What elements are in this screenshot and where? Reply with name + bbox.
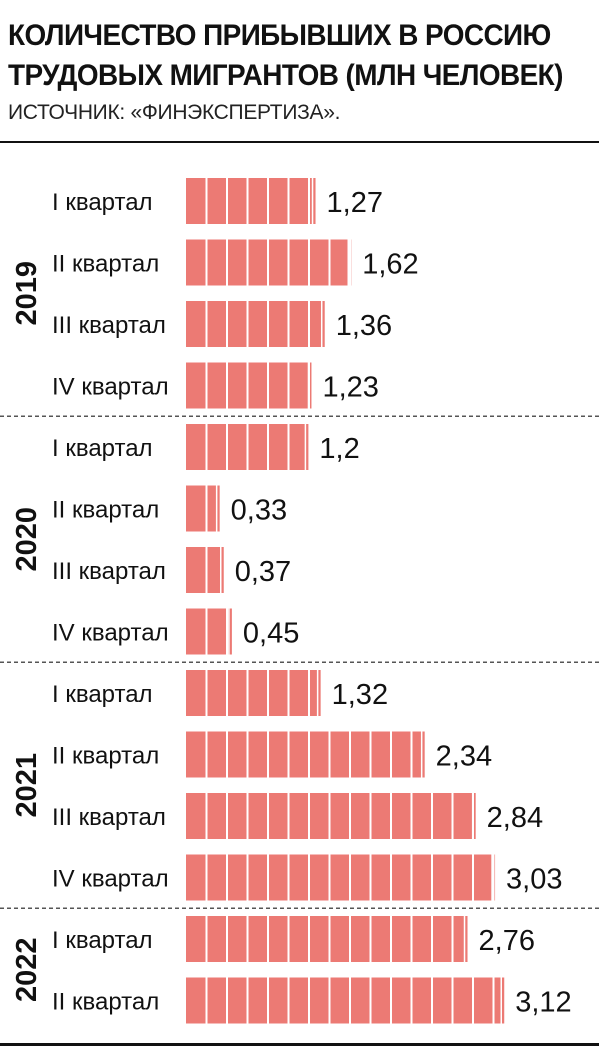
bar-row: I квартал 1,32 — [52, 670, 388, 716]
quarter-label: II квартал — [52, 989, 159, 1016]
quarter-label: I квартал — [52, 681, 153, 708]
year-group-2021: I квартал 1,32 II квартал 2,34 III квартал 2,… — [11, 670, 563, 901]
quarter-label: II квартал — [52, 743, 159, 770]
chart-title-line-2: ТРУДОВЫХ МИГРАНТОВ (МЛН ЧЕЛОВЕК) — [8, 59, 563, 92]
year-label: 2019 — [11, 261, 43, 326]
quarter-label: III квартал — [52, 558, 166, 585]
bottom-rule — [0, 1043, 599, 1046]
value-label: 0,33 — [231, 495, 287, 527]
bar-row: II квартал 3,12 — [52, 977, 572, 1024]
quarter-label: I квартал — [52, 189, 153, 216]
value-label: 1,2 — [319, 433, 359, 465]
value-label: 0,37 — [235, 556, 291, 588]
quarter-label: I квартал — [52, 435, 153, 462]
value-label: 2,34 — [436, 741, 492, 773]
bar — [186, 547, 224, 593]
bar-row: II квартал 2,34 — [52, 731, 492, 778]
quarter-label: I квартал — [52, 927, 153, 954]
quarter-label: IV квартал — [52, 866, 169, 893]
year-group-2019: I квартал 1,27 II квартал 1,62 III квартал 1,… — [11, 178, 419, 409]
bar-row: III квартал 0,37 — [52, 547, 291, 593]
bar-row: III квартал 2,84 — [52, 793, 543, 839]
quarter-label: IV квартал — [52, 374, 169, 401]
bar-row: IV квартал 1,23 — [52, 362, 379, 409]
year-label: 2020 — [11, 507, 43, 572]
quarter-label: II квартал — [52, 497, 159, 524]
bar-row: I квартал 1,2 — [52, 424, 360, 470]
year-group-2022: I квартал 2,76 II квартал 3,12 2022 — [11, 916, 572, 1024]
value-label: 3,12 — [515, 987, 571, 1019]
value-label: 1,36 — [336, 310, 392, 342]
bar — [186, 977, 505, 1024]
bar-row: II квартал 1,62 — [52, 239, 419, 286]
value-label: 1,27 — [327, 187, 383, 219]
bar-row: II квартал 0,33 — [52, 485, 287, 532]
bar — [186, 362, 312, 409]
chart-source: ИСТОЧНИК: «ФИНЭКСПЕРТИЗА». — [8, 101, 341, 124]
value-label: 1,32 — [332, 679, 388, 711]
bar-row: III квартал 1,36 — [52, 301, 392, 347]
bar-row: I квартал 1,27 — [52, 178, 383, 224]
value-label: 1,62 — [362, 249, 418, 281]
bar — [186, 670, 321, 716]
bar — [186, 608, 232, 655]
year-label: 2021 — [11, 753, 43, 818]
bar — [186, 731, 425, 778]
value-label: 2,84 — [487, 802, 543, 834]
value-label: 2,76 — [479, 925, 535, 957]
value-label: 1,23 — [322, 372, 378, 404]
bar-row: IV квартал 3,03 — [52, 854, 563, 901]
bar-row: IV квартал 0,45 — [52, 608, 299, 655]
bar-row: I квартал 2,76 — [52, 916, 535, 962]
bar — [186, 854, 496, 901]
bar — [186, 178, 316, 224]
year-group-2020: I квартал 1,2 II квартал 0,33 III квартал 0,3… — [11, 424, 360, 655]
quarter-label: IV квартал — [52, 620, 169, 647]
value-label: 3,03 — [506, 864, 562, 896]
chart-title: КОЛИЧЕСТВО ПРИБЫВШИХ В РОССИЮ ТРУДОВЫХ М… — [8, 16, 563, 96]
bar — [186, 485, 220, 532]
quarter-label: II квартал — [52, 251, 159, 278]
quarter-label: III квартал — [52, 804, 166, 831]
top-rule — [0, 141, 599, 143]
chart-title-line-1: КОЛИЧЕСТВО ПРИБЫВШИХ В РОССИЮ — [8, 19, 551, 52]
value-label: 0,45 — [243, 618, 299, 650]
bar — [186, 793, 476, 839]
quarter-label: III квартал — [52, 312, 166, 339]
bar — [186, 301, 325, 347]
year-label: 2022 — [11, 937, 43, 1002]
bar — [186, 916, 468, 962]
